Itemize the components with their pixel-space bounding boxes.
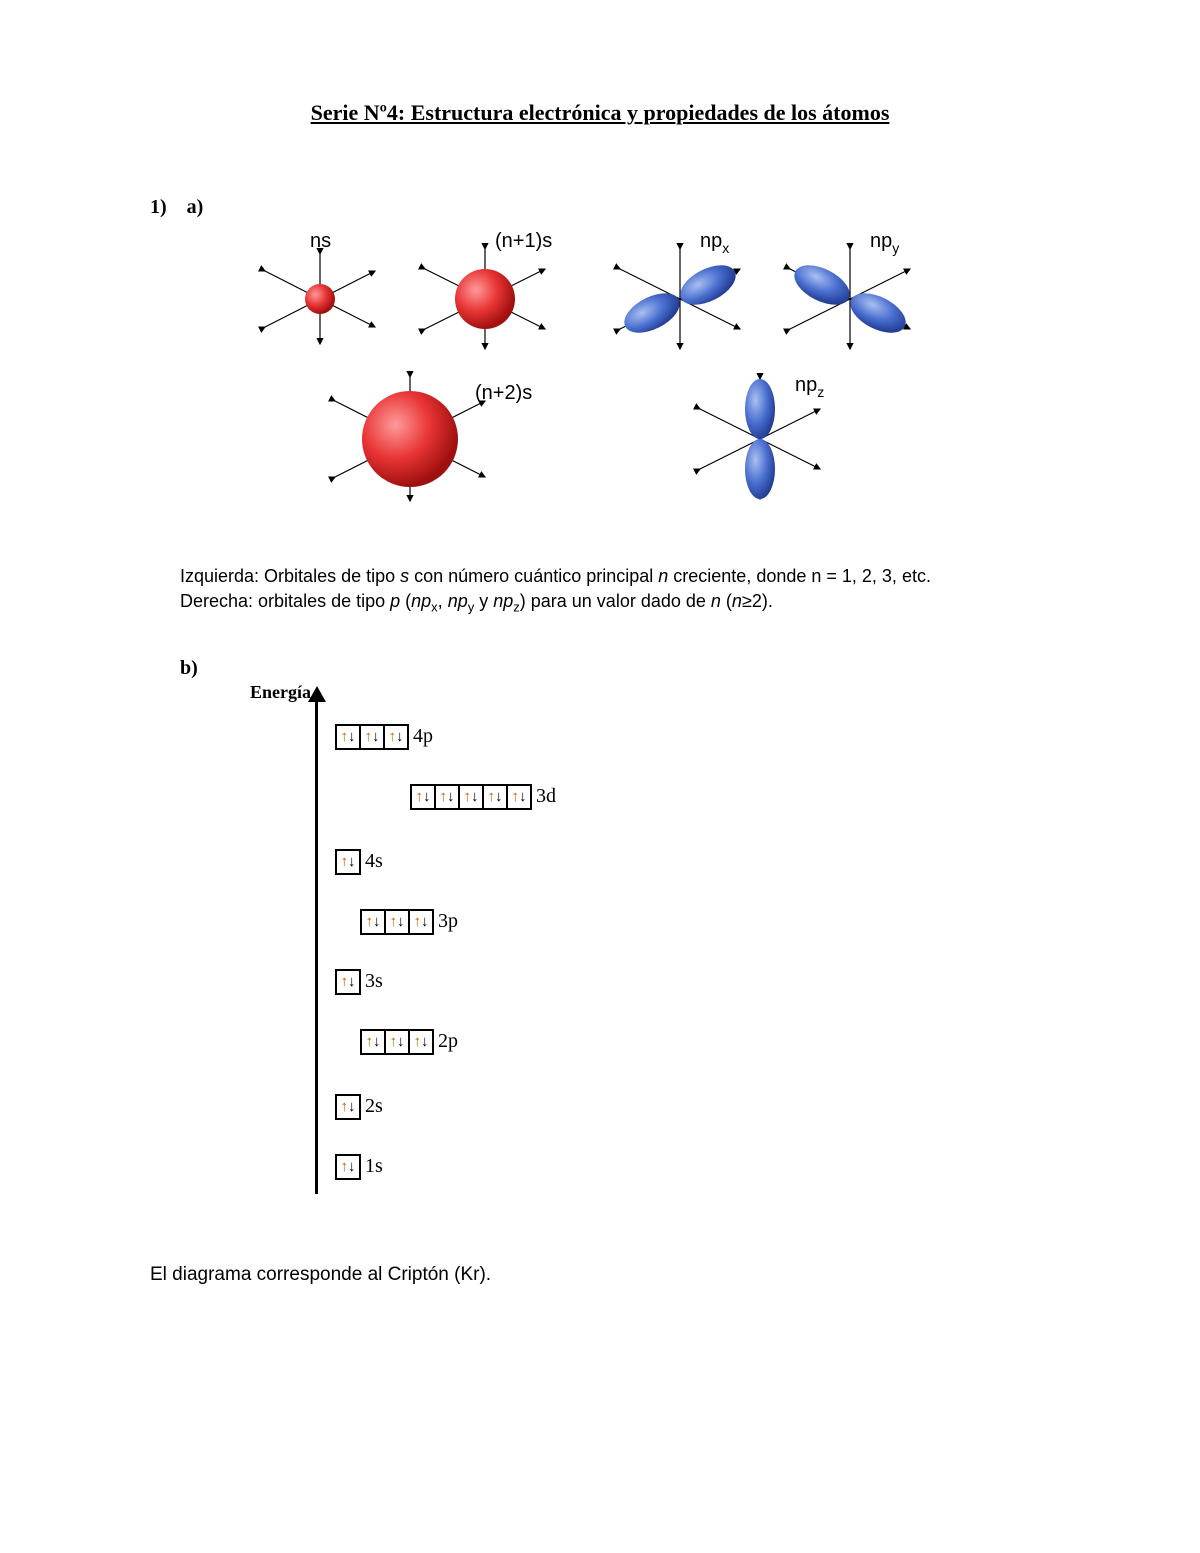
level-label: 1s [365,1155,383,1178]
orbital-box: ↑↓ [408,1029,434,1055]
orbital-figure: ns (n+1)s (n+2)s [240,229,960,534]
orbital-box: ↑↓ [408,909,434,935]
orbital-box: ↑↓ [384,909,410,935]
energy-level-2p: ↑↓↑↓↑↓2p [360,1029,458,1055]
orbital-box: ↑↓ [458,784,484,810]
question-line: 1) a) [150,196,1050,219]
energy-diagram: Energía ↑↓↑↓↑↓4p↑↓↑↓↑↓↑↓↑↓3d↑↓4s↑↓↑↓↑↓3p… [220,684,740,1214]
n2s-label: (n+2)s [475,382,532,404]
level-label: 2s [365,1095,383,1118]
orbital-box: ↑↓ [335,969,361,995]
level-label: 3s [365,970,383,993]
orbital-box: ↑↓ [383,724,409,750]
energy-level-4p: ↑↓↑↓↑↓4p [335,724,433,750]
n1s-label: (n+1)s [495,230,552,252]
page: Serie Nº4: Estructura electrónica y prop… [0,0,1200,1553]
energy-level-3p: ↑↓↑↓↑↓3p [360,909,458,935]
energy-level-3d: ↑↓↑↓↑↓↑↓↑↓3d [410,784,556,810]
npy-label: npy [870,230,899,256]
orbital-box: ↑↓ [384,1029,410,1055]
page-title: Serie Nº4: Estructura electrónica y prop… [150,100,1050,126]
energy-level-3s: ↑↓3s [335,969,383,995]
level-label: 4p [413,725,433,748]
orbital-box: ↑↓ [359,724,385,750]
orbital-box: ↑↓ [335,849,361,875]
level-label: 3p [438,910,458,933]
level-label: 4s [365,850,383,873]
orbital-box: ↑↓ [335,1154,361,1180]
orbital-box: ↑↓ [335,724,361,750]
conclusion-text: El diagrama corresponde al Criptón (Kr). [150,1264,1050,1286]
orbital-box: ↑↓ [360,1029,386,1055]
npx-label: npx [700,230,729,256]
orbital-caption: Izquierda: Orbitales de tipo s con númer… [180,564,1020,617]
ns-label: ns [310,230,331,252]
level-label: 2p [438,1030,458,1053]
orbital-box: ↑↓ [482,784,508,810]
question-number: 1) [150,196,167,218]
npz-label: npz [795,374,824,400]
orbital-box: ↑↓ [410,784,436,810]
level-label: 3d [536,785,556,808]
part-b-label: b) [180,657,1050,680]
energy-axis-label: Energía [250,682,311,703]
orbital-box: ↑↓ [434,784,460,810]
orbital-box: ↑↓ [360,909,386,935]
energy-level-4s: ↑↓4s [335,849,383,875]
energy-level-2s: ↑↓2s [335,1094,383,1120]
orbital-svg: ns (n+1)s (n+2)s [240,229,960,529]
orbital-box: ↑↓ [506,784,532,810]
part-a-label: a) [187,196,204,218]
energy-axis [315,694,318,1194]
orbital-box: ↑↓ [335,1094,361,1120]
energy-level-1s: ↑↓1s [335,1154,383,1180]
